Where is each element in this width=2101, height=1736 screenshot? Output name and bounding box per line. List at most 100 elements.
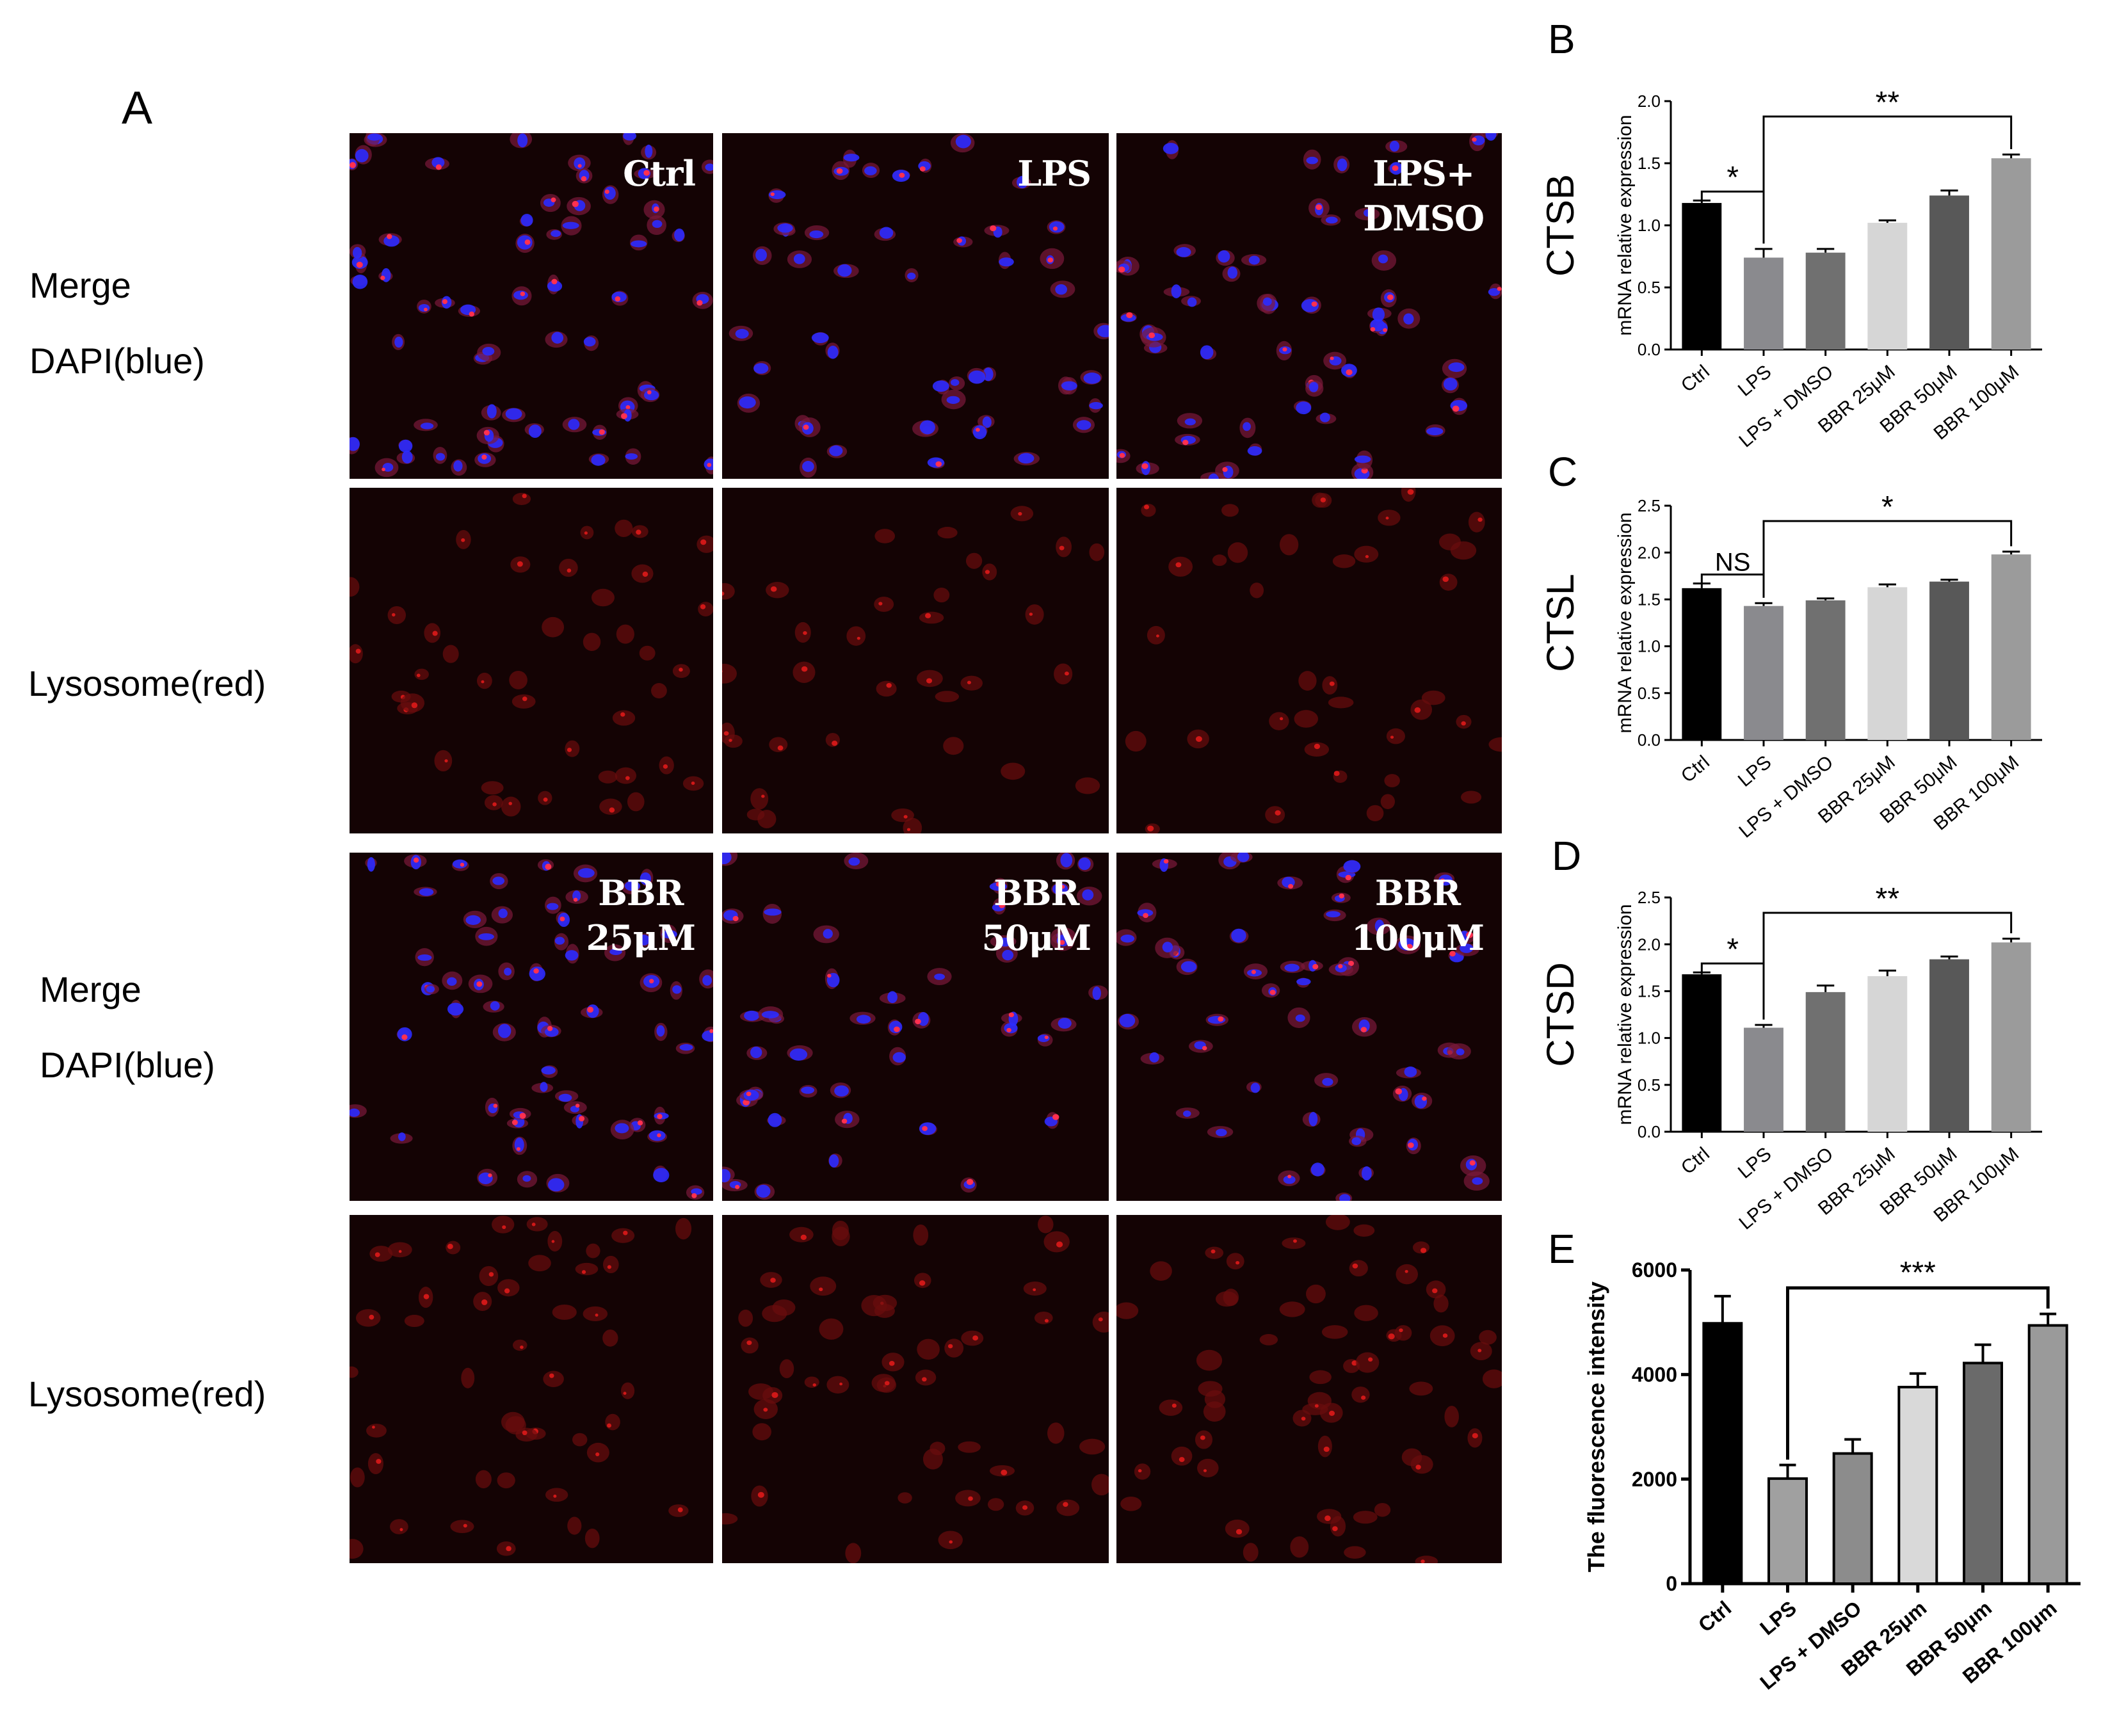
chart-bar xyxy=(1702,1322,1743,1586)
chart-y-tick-label: 2.5 xyxy=(1638,888,1661,907)
row-label-merge-top: Merge xyxy=(29,265,131,305)
micrograph-lyso-top-3 xyxy=(1116,488,1502,833)
chart-y-tick-label: 1.5 xyxy=(1638,154,1661,173)
chart-significance-label: NS xyxy=(1715,549,1751,577)
chart-bar xyxy=(1682,588,1722,740)
chart-y-tick-label: 2.0 xyxy=(1638,543,1661,562)
chart-y-tick-label: 1.0 xyxy=(1638,637,1661,656)
micrograph-lyso-top-1 xyxy=(350,488,713,833)
micrograph-condition-label: Ctrl xyxy=(623,153,696,194)
chart-significance-label: ** xyxy=(1876,86,1899,120)
chart-bar xyxy=(1682,974,1722,1132)
chart-significance-label: ** xyxy=(1876,882,1899,916)
chart-y-tick-label: 0.5 xyxy=(1638,278,1661,297)
chart-significance-bracket xyxy=(1762,520,2013,598)
chart-bar xyxy=(1744,606,1783,740)
chart-y-tick-label: 0 xyxy=(1666,1572,1677,1595)
chart-bar xyxy=(1744,1027,1783,1132)
chart-bar xyxy=(1897,1385,1938,1586)
chart-bar xyxy=(1929,581,1969,740)
micrograph-merge-top-1: Ctrl xyxy=(350,133,713,479)
micrograph-lyso-bottom-1 xyxy=(350,1215,713,1563)
micrograph-merge-bottom-1: BBR 25μM xyxy=(350,853,713,1201)
chart-category-label: LPS xyxy=(1734,361,1776,401)
micrograph-lyso-bottom-3 xyxy=(1116,1215,1502,1563)
chart-y-tick-label: 0.0 xyxy=(1638,340,1661,359)
chart-gene-label: CTSL xyxy=(1539,574,1582,671)
chart-significance-label: * xyxy=(1881,490,1894,524)
chart-category-label: Ctrl xyxy=(1677,751,1714,787)
chart-bar xyxy=(1963,1362,2003,1585)
chart-y-tick-label: 1.5 xyxy=(1638,982,1661,1001)
chart-bar xyxy=(1767,1477,1808,1585)
chart-bar xyxy=(1929,195,1969,350)
chart-category-label: Ctrl xyxy=(1677,361,1714,396)
chart-gene-label: CTSB xyxy=(1539,174,1582,277)
chart-bar xyxy=(1929,959,1969,1132)
chart-bar xyxy=(2027,1324,2068,1585)
chart-y-tick-label: 2000 xyxy=(1632,1468,1677,1491)
row-label-dapi-bottom: DAPI(blue) xyxy=(40,1045,215,1085)
chart-bar xyxy=(1805,252,1846,350)
chart-bar xyxy=(1991,158,2031,350)
micrograph-lyso-top-2 xyxy=(722,488,1109,833)
chart-y-axis-label: mRNA relative expression xyxy=(1614,115,1636,335)
chart-bar xyxy=(1991,942,2031,1132)
chart-y-tick-label: 0.0 xyxy=(1638,1122,1661,1141)
chart-fluorescence-intensity: The fluorescence intensity 0 2000 4000 6000 C… xyxy=(1583,1256,2081,1694)
micrograph-merge-top-3: LPS+ DMSO xyxy=(1116,133,1502,479)
micrograph-merge-top-2: LPS xyxy=(722,133,1109,479)
micrograph-condition-label: LPS xyxy=(1017,153,1091,194)
chart-significance-label: * xyxy=(1727,933,1739,967)
chart-category-label: LPS xyxy=(1734,751,1776,791)
micrograph-condition-label: LPS+ DMSO xyxy=(1363,153,1485,239)
chart-significance-label: *** xyxy=(1900,1256,1936,1290)
chart-y-axis-label: mRNA relative expression xyxy=(1614,904,1636,1125)
chart-bar xyxy=(1805,992,1846,1132)
chart-significance-bracket xyxy=(1762,912,2013,1020)
panel-label-b: B xyxy=(1548,16,1575,62)
chart-y-tick-label: 4000 xyxy=(1632,1363,1677,1386)
chart-y-axis-label: mRNA relative expression xyxy=(1614,512,1636,733)
chart-category-label: Ctrl xyxy=(1677,1143,1714,1178)
chart-y-tick-label: 2.0 xyxy=(1638,92,1661,111)
chart-bar xyxy=(1991,554,2031,740)
panel-label-c: C xyxy=(1548,449,1578,495)
micrograph-condition-label: BBR 25μM xyxy=(586,872,696,959)
micrograph-condition-label: BBR 50μM xyxy=(981,872,1091,959)
chart-bar xyxy=(1832,1452,1873,1585)
panel-label-d: D xyxy=(1552,833,1582,879)
panel-label-a: A xyxy=(122,83,153,134)
chart-category-label: LPS xyxy=(1755,1596,1801,1640)
chart-y-tick-label: 1.0 xyxy=(1638,216,1661,235)
chart-bar xyxy=(1744,257,1783,350)
row-label-merge-bottom: Merge xyxy=(40,969,141,1009)
chart-y-tick-label: 1.0 xyxy=(1638,1029,1661,1048)
micrograph-merge-bottom-3: BBR 100μM xyxy=(1116,853,1502,1201)
chart-category-label: LPS xyxy=(1734,1143,1776,1183)
chart-bar xyxy=(1867,587,1908,740)
micrograph-merge-bottom-2: BBR 50μM xyxy=(722,853,1109,1201)
chart-significance-bracket xyxy=(1786,1286,2050,1460)
chart-y-tick-label: 0.0 xyxy=(1638,730,1661,750)
row-label-dapi-top: DAPI(blue) xyxy=(29,341,205,381)
chart-y-axis-label: The fluorescence intensity xyxy=(1583,1282,1609,1572)
chart-y-tick-label: 0.5 xyxy=(1638,684,1661,703)
chart-bar xyxy=(1682,203,1722,350)
chart-bar xyxy=(1867,976,1908,1132)
micrograph-condition-label: BBR 100μM xyxy=(1351,872,1485,959)
chart-significance-bracket xyxy=(1762,115,2013,244)
chart-gene-label: CTSD xyxy=(1539,962,1582,1066)
chart-category-label: Ctrl xyxy=(1694,1596,1735,1637)
chart-y-tick-label: 0.5 xyxy=(1638,1075,1661,1095)
panel-label-e: E xyxy=(1548,1226,1575,1272)
micrograph-lyso-bottom-2 xyxy=(722,1215,1109,1563)
chart-y-tick-label: 6000 xyxy=(1632,1258,1677,1282)
chart-bar xyxy=(1805,600,1846,740)
chart-y-tick-label: 1.5 xyxy=(1638,590,1661,609)
row-label-lysosome-bottom: Lysosome(red) xyxy=(28,1374,266,1414)
chart-y-tick-label: 2.0 xyxy=(1638,935,1661,954)
